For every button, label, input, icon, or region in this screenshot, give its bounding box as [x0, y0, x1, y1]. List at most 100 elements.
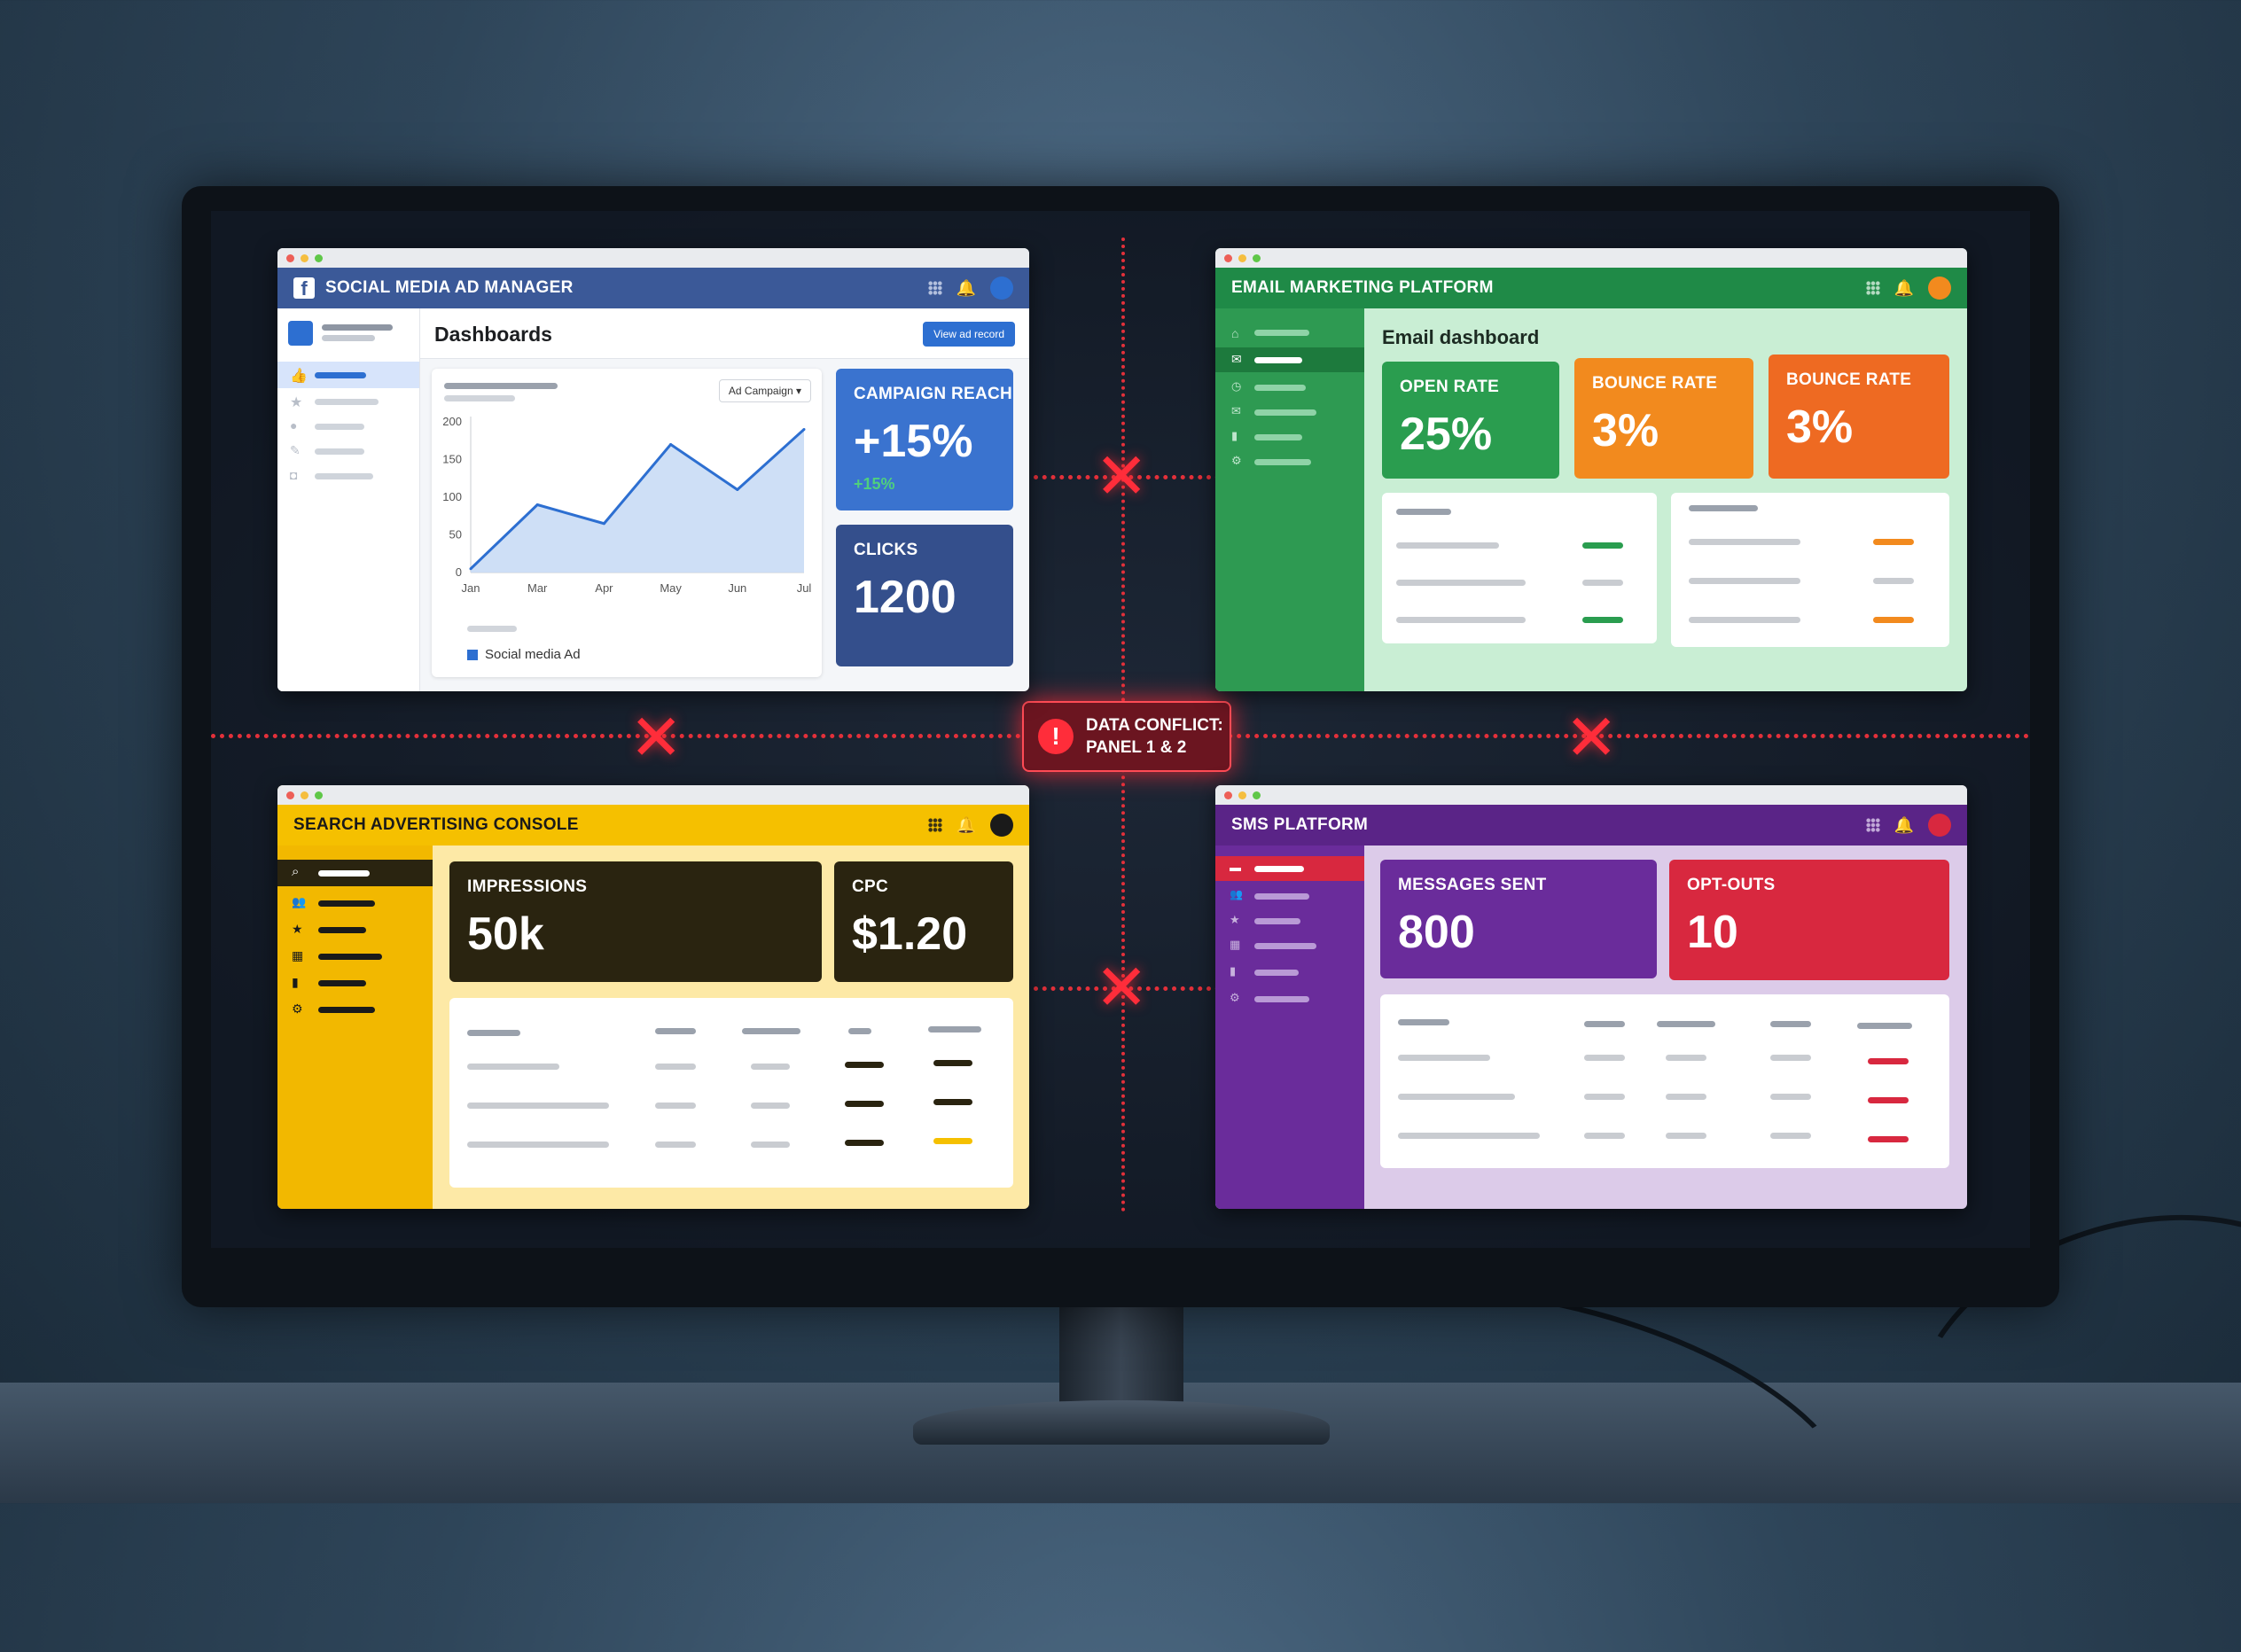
sidebar-line	[322, 324, 393, 331]
sidebar-item-line[interactable]	[315, 448, 364, 455]
social-media-ad-manager-window: f SOCIAL MEDIA AD MANAGER 🔔 👍 ★ ● ✎ ◘	[277, 248, 1029, 691]
apps-grid-icon[interactable]	[927, 818, 942, 832]
table-cell-line	[1770, 1133, 1811, 1139]
conflict-line2: PANEL 1 & 2	[1086, 738, 1187, 757]
avatar[interactable]	[1928, 814, 1951, 837]
sidebar-item-line[interactable]	[1254, 893, 1309, 900]
avatar[interactable]	[990, 277, 1013, 300]
minimize-dot[interactable]	[301, 791, 308, 799]
sidebar: 👍 ★ ● ✎ ◘	[277, 308, 420, 691]
sidebar-item-line[interactable]	[1254, 330, 1309, 336]
maximize-dot[interactable]	[1253, 791, 1261, 799]
sidebar-item-line[interactable]	[318, 980, 366, 986]
campaign-reach-card[interactable]: CAMPAIGN REACH +15% +15%	[836, 369, 1013, 510]
data-conflict-badge[interactable]: ! DATA CONFLICT: PANEL 1 & 2	[1022, 701, 1231, 772]
ad-campaign-dropdown[interactable]: Ad Campaign ▾	[718, 379, 811, 402]
table-header-line	[1396, 509, 1451, 515]
bell-icon[interactable]: 🔔	[956, 816, 976, 834]
bell-icon[interactable]: 🔔	[956, 279, 976, 297]
sidebar-item-line[interactable]	[318, 1007, 375, 1013]
search-icon: ⌕	[292, 864, 300, 879]
sidebar-item-label-line	[1254, 866, 1304, 872]
open-rate-value: 25%	[1400, 409, 1493, 460]
bounce-rate-card[interactable]: BOUNCE RATE 3%	[1574, 358, 1753, 479]
mail-icon: ✉	[1231, 404, 1241, 417]
y-tick-label: 100	[442, 490, 462, 503]
apps-grid-icon[interactable]	[927, 281, 942, 295]
series-line	[469, 428, 806, 570]
impressions-card[interactable]: IMPRESSIONS 50k	[449, 861, 822, 982]
sidebar-item-line[interactable]	[1254, 943, 1316, 949]
sidebar-item-line[interactable]	[315, 399, 379, 405]
maximize-dot[interactable]	[315, 791, 323, 799]
maximize-dot[interactable]	[315, 253, 323, 262]
sidebar-item-active[interactable]: ✉	[1215, 347, 1364, 372]
page-title: Dashboards	[434, 323, 552, 346]
table-cell-line	[751, 1103, 790, 1109]
conflict-x-icon: ✕	[629, 703, 683, 774]
sidebar-item-line[interactable]	[315, 473, 373, 479]
minimize-dot[interactable]	[1238, 791, 1246, 799]
sidebar-item-line[interactable]	[1254, 970, 1299, 976]
y-tick-label: 200	[442, 415, 462, 428]
divider-segment	[1034, 475, 1220, 479]
chevron-down-icon: ▾	[795, 385, 801, 397]
campaign-reach-value: +15%	[854, 416, 973, 467]
avatar[interactable]	[1928, 277, 1951, 300]
sidebar-item-line[interactable]	[1254, 459, 1311, 465]
conflict-x-icon: ✕	[1095, 441, 1149, 512]
monitor-base	[913, 1400, 1330, 1445]
sidebar-item-line[interactable]	[318, 927, 366, 933]
sidebar-item-active[interactable]: ▬	[1215, 856, 1364, 881]
opt-outs-value: 10	[1687, 907, 1738, 958]
bell-icon[interactable]: 🔔	[1894, 816, 1914, 834]
sidebar-item-line[interactable]	[1254, 385, 1306, 391]
table-status-line	[1582, 580, 1623, 586]
close-dot[interactable]	[286, 791, 294, 799]
sidebar-item-line[interactable]	[1254, 434, 1302, 440]
sidebar-item-active[interactable]: ⌕	[277, 860, 433, 886]
sidebar: ▬ 👥 ★ ▦ ▮ ⚙	[1215, 845, 1364, 1209]
apps-grid-icon[interactable]	[1865, 281, 1880, 295]
table-header-line	[1689, 505, 1758, 511]
table-cell-line	[1398, 1094, 1515, 1100]
users-icon: 👥	[1230, 888, 1243, 900]
sidebar-item-line[interactable]	[1254, 996, 1309, 1002]
table-status-line	[1873, 578, 1914, 584]
open-rate-card[interactable]: OPEN RATE 25%	[1382, 362, 1559, 479]
table-cell-line	[467, 1064, 559, 1070]
close-dot[interactable]	[286, 253, 294, 262]
table-status-line	[1868, 1136, 1909, 1142]
bounce-rate-card-2[interactable]: BOUNCE RATE 3%	[1769, 355, 1949, 479]
close-dot[interactable]	[1224, 791, 1232, 799]
table-cell-line	[845, 1101, 884, 1107]
sidebar-item-line[interactable]	[1254, 918, 1300, 924]
bounce-rate-label-2: BOUNCE RATE	[1786, 370, 1912, 389]
clicks-card[interactable]: CLICKS 1200	[836, 525, 1013, 666]
sidebar-item-line[interactable]	[318, 900, 375, 907]
messages-sent-card[interactable]: MESSAGES SENT 800	[1380, 860, 1657, 978]
opt-outs-card[interactable]: OPT-OUTS 10	[1669, 860, 1949, 980]
sidebar-item-active[interactable]: 👍	[277, 362, 419, 388]
close-dot[interactable]	[1224, 253, 1232, 262]
sidebar-item-line[interactable]	[1254, 409, 1316, 416]
campaign-reach-delta: +15%	[854, 475, 895, 493]
sidebar-item-line[interactable]	[315, 424, 364, 430]
bell-icon[interactable]: 🔔	[1894, 279, 1914, 297]
app-bar: SMS PLATFORM 🔔	[1215, 805, 1967, 845]
table-status-line	[1873, 617, 1914, 623]
sidebar-item-line[interactable]	[318, 954, 382, 960]
minimize-dot[interactable]	[301, 253, 308, 262]
avatar[interactable]	[990, 814, 1013, 837]
table-cell-line	[1396, 542, 1499, 549]
x-tick-label: Mar	[527, 581, 548, 595]
window-chrome	[1215, 785, 1967, 805]
maximize-dot[interactable]	[1253, 253, 1261, 262]
table-header-line	[928, 1026, 981, 1032]
minimize-dot[interactable]	[1238, 253, 1246, 262]
table-header-line	[1770, 1021, 1811, 1027]
cpc-card[interactable]: CPC $1.20	[834, 861, 1013, 982]
apps-grid-icon[interactable]	[1865, 818, 1880, 832]
table-cell-line	[751, 1142, 790, 1148]
view-ad-record-button[interactable]: View ad record	[923, 322, 1015, 347]
